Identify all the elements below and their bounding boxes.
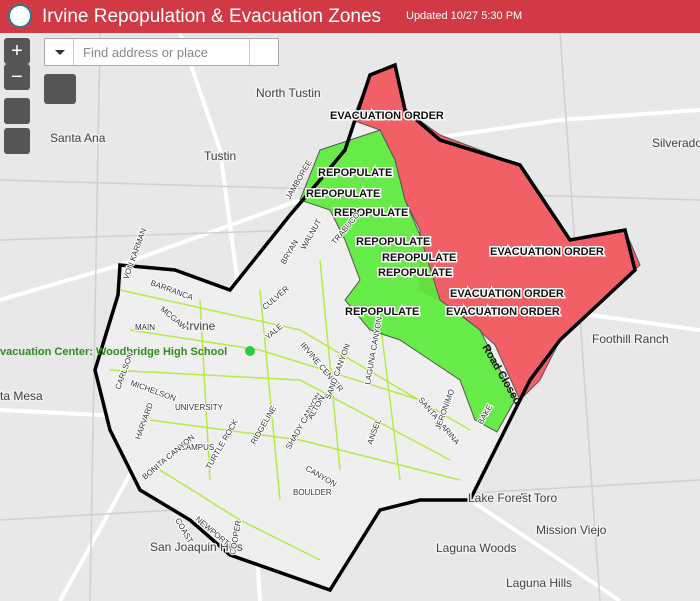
repopulate-zone — [299, 129, 516, 433]
evacuation-center-marker[interactable] — [245, 346, 255, 356]
place-label: North Tustin — [256, 86, 321, 100]
facility-label: vacuation Center: Woodbridge High School — [0, 346, 227, 358]
zoom-out[interactable]: − — [4, 64, 30, 90]
zone-label: REPOPULATE — [356, 236, 430, 248]
place-label: El Toro — [520, 491, 557, 505]
place-label: Irvine — [186, 319, 216, 333]
place-label: Foothill Ranch — [592, 332, 669, 346]
street-label: CAMPUS — [180, 443, 214, 452]
zone-label: REPOPULATE — [382, 252, 456, 264]
zone-label: REPOPULATE — [334, 207, 408, 219]
locate-button[interactable] — [4, 128, 30, 154]
zoom-in[interactable]: + — [4, 38, 30, 64]
zone-label: REPOPULATE — [318, 167, 392, 179]
search-box[interactable]: Find address or place — [44, 38, 279, 66]
place-label: Laguna Woods — [436, 541, 517, 555]
search-dropdown[interactable] — [55, 50, 65, 60]
app-title: Irvine Repopulation & Evacuation Zones — [42, 6, 382, 27]
street-network — [109, 259, 471, 561]
street-label: MAIN — [135, 323, 155, 332]
zone-label: EVACUATION ORDER — [446, 306, 560, 318]
place-label: Santa Ana — [50, 131, 106, 145]
zone-label: REPOPULATE — [378, 267, 452, 279]
zone-label: EVACUATION ORDER — [490, 246, 604, 258]
place-label: Silverado — [652, 136, 700, 150]
place-label: Mission Viejo — [536, 523, 607, 537]
layer-list-button[interactable] — [44, 74, 76, 104]
place-label: Tustin — [204, 149, 236, 163]
street-label: UNIVERSITY — [175, 403, 224, 412]
home-button[interactable] — [4, 98, 30, 124]
place-label: Lake Forest — [468, 491, 532, 505]
logo — [8, 4, 32, 28]
updated-time: Updated 10/27 5:30 PM — [406, 10, 523, 22]
header: Irvine Repopulation & Evacuation Zones U… — [0, 0, 700, 33]
place-label: Laguna Hills — [506, 576, 572, 590]
place-label: ta Mesa — [0, 389, 43, 403]
irvine-boundary — [93, 62, 637, 593]
zone-label: EVACUATION ORDER — [450, 288, 564, 300]
zone-label: EVACUATION ORDER — [330, 110, 444, 122]
search-button[interactable] — [249, 39, 278, 65]
search-placeholder[interactable]: Find address or place — [83, 45, 209, 60]
place-label: San Joaquin Hills — [150, 540, 243, 554]
zone-label: REPOPULATE — [345, 306, 419, 318]
divider — [73, 39, 74, 65]
street-label: BOULDER — [293, 488, 332, 497]
zone-label: REPOPULATE — [306, 188, 380, 200]
